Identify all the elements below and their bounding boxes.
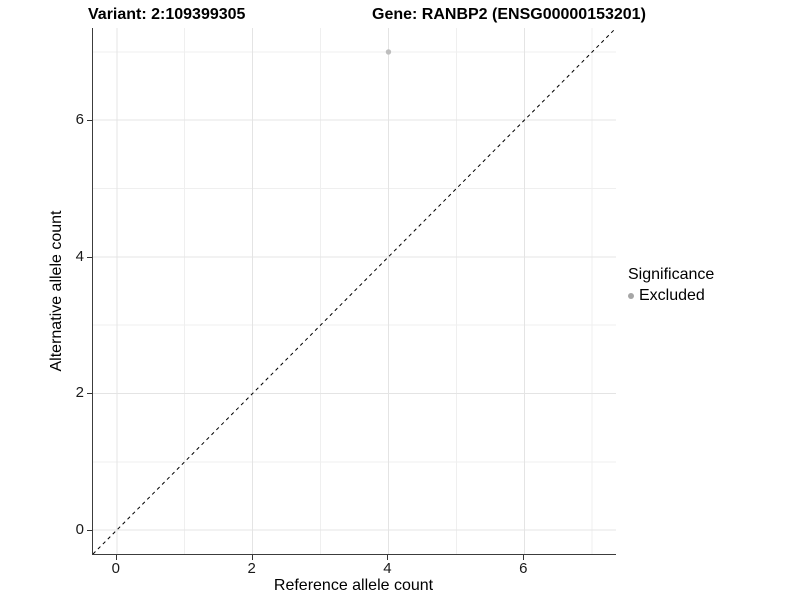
plot-canvas bbox=[93, 28, 616, 554]
legend-title: Significance bbox=[628, 266, 715, 283]
y-tick-label: 0 bbox=[75, 521, 84, 539]
x-axis-title: Reference allele count bbox=[273, 577, 434, 594]
y-tick-label: 4 bbox=[75, 247, 84, 265]
y-tick-mark bbox=[87, 256, 92, 258]
y-tick-mark bbox=[87, 393, 92, 395]
x-tick-mark bbox=[523, 555, 525, 560]
y-tick-label: 6 bbox=[75, 111, 84, 129]
plot-title-gene: Gene: RANBP2 (ENSG00000153201) bbox=[372, 6, 646, 23]
identity-reference-line bbox=[93, 28, 616, 554]
y-axis-title: Alternative allele count bbox=[48, 210, 65, 372]
legend: Significance Excluded bbox=[628, 266, 714, 305]
y-tick-mark bbox=[87, 120, 92, 122]
x-tick-mark bbox=[115, 555, 117, 560]
y-tick-mark bbox=[87, 530, 92, 532]
x-tick-label: 4 bbox=[383, 560, 392, 577]
x-tick-mark bbox=[251, 555, 253, 560]
x-tick-label: 2 bbox=[247, 560, 256, 577]
legend-item-label: Excluded bbox=[639, 287, 705, 304]
plot-panel bbox=[92, 28, 616, 555]
data-point bbox=[385, 49, 392, 55]
plot-title-variant: Variant: 2:109399305 bbox=[88, 6, 246, 23]
excluded-point-icon bbox=[628, 293, 634, 299]
x-tick-label: 0 bbox=[111, 560, 120, 577]
x-tick-mark bbox=[387, 555, 389, 560]
x-tick-label: 6 bbox=[519, 560, 528, 577]
legend-item-excluded: Excluded bbox=[628, 287, 714, 305]
y-tick-label: 2 bbox=[75, 384, 84, 402]
